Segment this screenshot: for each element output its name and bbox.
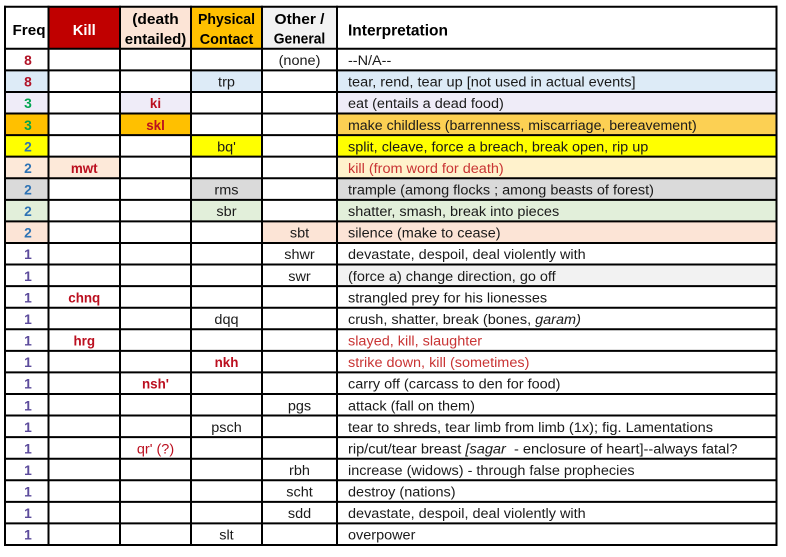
- svg-text:pgs: pgs: [288, 398, 312, 413]
- svg-text:devastate, despoil, deal viole: devastate, despoil, deal violently with: [348, 506, 586, 521]
- svg-text:shatter, smash, break into pie: shatter, smash, break into pieces: [348, 204, 560, 219]
- svg-text:1: 1: [24, 269, 32, 284]
- svg-text:1: 1: [24, 312, 32, 327]
- svg-text:2: 2: [24, 226, 32, 241]
- svg-text:ki: ki: [150, 96, 161, 111]
- svg-text:split, cleave, force a breach,: split, cleave, force a breach, break ope…: [348, 139, 648, 154]
- svg-text:silence (make to cease): silence (make to cease): [348, 226, 501, 241]
- svg-text:trample (among flocks ; among: trample (among flocks ; among beasts of …: [348, 183, 654, 198]
- svg-text:mwt: mwt: [71, 161, 98, 176]
- svg-text:slayed, kill, slaughter: slayed, kill, slaughter: [348, 334, 483, 349]
- svg-text:trp: trp: [218, 75, 235, 90]
- svg-text:- enclosure of heart]--always: - enclosure of heart]--always fatal?: [514, 441, 738, 456]
- svg-text:rbh: rbh: [289, 463, 310, 478]
- svg-text:1: 1: [24, 441, 32, 456]
- svg-text:2: 2: [24, 139, 32, 154]
- svg-text:devastate, despoil, deal viole: devastate, despoil, deal violently with: [348, 247, 586, 262]
- svg-text:3: 3: [24, 96, 32, 111]
- svg-text:1: 1: [24, 377, 32, 392]
- svg-text:slt: slt: [219, 528, 234, 543]
- svg-text:make childless (barrenness, mi: make childless (barrenness, miscarriage,…: [348, 118, 697, 133]
- svg-text:swr: swr: [288, 269, 311, 284]
- svg-text:tear to shreds, tear limb from: tear to shreds, tear limb from limb (1x)…: [348, 420, 713, 435]
- svg-text:General: General: [274, 32, 326, 48]
- svg-text:(none): (none): [279, 53, 321, 68]
- svg-text:hrg: hrg: [73, 334, 95, 349]
- svg-text:1: 1: [24, 463, 32, 478]
- svg-text:strangled prey for his lioness: strangled prey for his lionesses: [348, 290, 547, 305]
- svg-text:1: 1: [24, 485, 32, 500]
- svg-text:sdd: sdd: [288, 506, 311, 521]
- svg-text:rip/cut/tear breast: rip/cut/tear breast: [348, 441, 462, 456]
- svg-text:chnq: chnq: [68, 290, 100, 305]
- svg-text:Physical: Physical: [198, 12, 255, 28]
- svg-text:Freq: Freq: [13, 23, 46, 39]
- svg-text:qr' (?): qr' (?): [137, 441, 174, 456]
- svg-text:1: 1: [24, 506, 32, 521]
- svg-text:1: 1: [24, 355, 32, 370]
- svg-text:1: 1: [24, 247, 32, 262]
- svg-text:carry off (carcass to den for: carry off (carcass to den for food): [348, 377, 561, 392]
- svg-text:1: 1: [24, 334, 32, 349]
- svg-text:overpower: overpower: [348, 528, 416, 543]
- svg-text:eat (entails a dead food): eat (entails a dead food): [348, 96, 504, 111]
- svg-text:Interpretation: Interpretation: [348, 22, 448, 39]
- svg-text:rms: rms: [214, 183, 238, 198]
- svg-text:entailed): entailed): [125, 32, 187, 48]
- svg-text:crush, shatter, break (bones,: crush, shatter, break (bones,: [348, 312, 531, 327]
- svg-text:sbr: sbr: [216, 204, 237, 219]
- svg-text:8: 8: [24, 75, 32, 90]
- svg-text:(death: (death: [132, 12, 179, 28]
- svg-text:2: 2: [24, 183, 32, 198]
- svg-text:2: 2: [24, 161, 32, 176]
- svg-text:nsh': nsh': [142, 377, 169, 392]
- svg-text:strike down, kill (sometimes): strike down, kill (sometimes): [348, 355, 529, 370]
- svg-text:1: 1: [24, 398, 32, 413]
- svg-text:[sagar: [sagar: [464, 441, 506, 456]
- svg-text:bq': bq': [217, 139, 236, 154]
- svg-text:--N/A--: --N/A--: [348, 53, 391, 68]
- svg-text:attack (fall on them): attack (fall on them): [348, 398, 475, 413]
- svg-text:tear, rend, tear up [not used: tear, rend, tear up [not used in actual …: [348, 75, 636, 90]
- svg-text:destroy (nations): destroy (nations): [348, 485, 456, 500]
- svg-text:increase (widows) - through fa: increase (widows) - through false prophe…: [348, 463, 635, 478]
- svg-text:2: 2: [24, 204, 32, 219]
- svg-text:shwr: shwr: [284, 247, 315, 262]
- svg-text:kill (from word for death): kill (from word for death): [348, 161, 504, 176]
- svg-text:8: 8: [24, 53, 32, 68]
- svg-text:1: 1: [24, 420, 32, 435]
- svg-text:1: 1: [24, 528, 32, 543]
- svg-text:dqq: dqq: [214, 312, 238, 327]
- svg-text:Contact: Contact: [200, 32, 254, 48]
- svg-text:garam): garam): [535, 312, 581, 327]
- svg-text:nkh: nkh: [215, 355, 239, 370]
- svg-text:skl: skl: [146, 118, 165, 133]
- svg-text:Other /: Other /: [275, 12, 325, 28]
- svg-text:3: 3: [24, 118, 32, 133]
- svg-text:scht: scht: [286, 485, 313, 500]
- svg-text:Kill: Kill: [73, 23, 96, 39]
- svg-text:(force a) change direction, go: (force a) change direction, go off: [348, 269, 556, 284]
- svg-text:psch: psch: [211, 420, 242, 435]
- svg-text:1: 1: [24, 290, 32, 305]
- svg-text:sbt: sbt: [290, 226, 310, 241]
